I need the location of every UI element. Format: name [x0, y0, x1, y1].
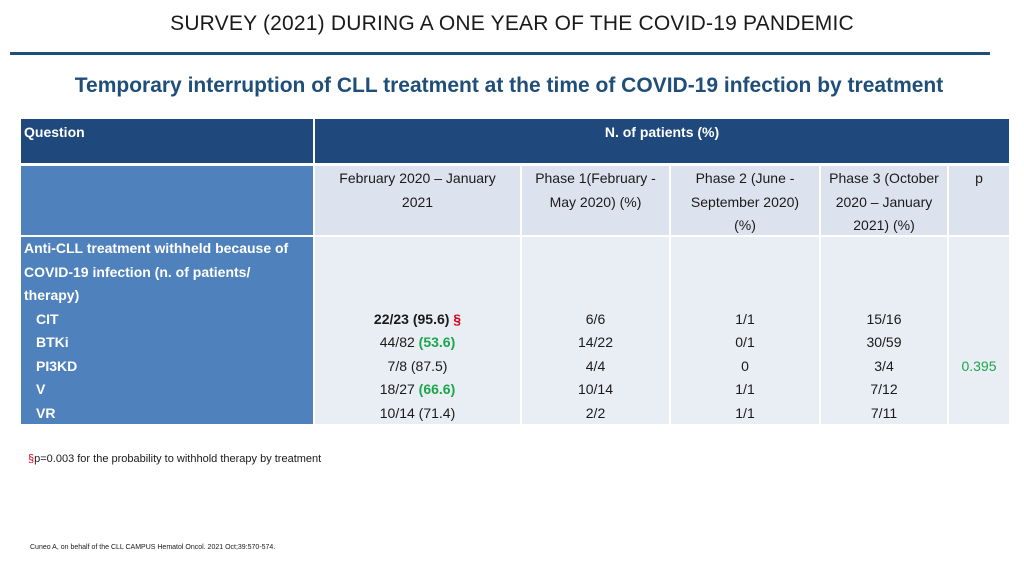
row-label-btki: BTKi: [36, 334, 69, 350]
col-header-p: p: [949, 166, 1009, 235]
col-p-values: 0.395: [949, 237, 1009, 424]
cell-cit-phase1: 6/6: [585, 310, 606, 327]
title-divider: [10, 52, 990, 55]
btki-total-pct: (53.6): [418, 334, 456, 350]
footnote: §p=0.003 for the probability to withhold…: [28, 453, 321, 465]
header-question: Question: [21, 119, 313, 163]
cell-pi3kd-phase1: 4/4: [585, 357, 606, 374]
row-label-v: V: [36, 381, 46, 397]
row-label-cit: CIT: [36, 310, 59, 327]
cell-pi3kd-total: 7/8 (87.5): [387, 357, 448, 374]
col-header-phase1: Phase 1(February - May 2020) (%): [522, 166, 669, 235]
cell-btki-phase3: 30/59: [866, 334, 902, 350]
v-total-count: 18/27: [379, 381, 415, 397]
row-label-pi3kd: PI3KD: [36, 357, 78, 374]
header-patients: N. of patients (%): [315, 119, 1009, 163]
cell-v-total: 18/27 (66.6): [315, 378, 520, 402]
col-phase2-values: 1/1 0/1 0 1/1 1/1: [671, 237, 819, 424]
section-mark: §: [453, 310, 462, 327]
cell-cit-phase3: 15/16: [866, 310, 902, 327]
btki-total-count: 44/82: [379, 334, 415, 350]
cell-vr-phase3: 7/11: [870, 404, 898, 421]
slide-subtitle: Temporary interruption of CLL treatment …: [74, 74, 944, 97]
footnote-mark: §: [28, 453, 35, 465]
col-header-phase3: Phase 3 (October 2020 – January 2021) (%…: [821, 166, 947, 235]
cell-btki-phase1: 14/22: [577, 334, 614, 350]
cell-v-phase2: 1/1: [735, 381, 755, 397]
cell-vr-phase1: 2/2: [585, 404, 606, 421]
cell-btki-total: 44/82 (53.6): [315, 331, 520, 355]
p-value: 0.395: [961, 357, 997, 374]
col-header-feb-jan: February 2020 – January 2021: [315, 166, 520, 235]
cell-v-phase1: 10/14: [577, 381, 614, 397]
cell-v-phase3: 7/12: [870, 381, 898, 397]
cell-pi3kd-phase3: 3/4: [874, 357, 894, 374]
col-phase1-values: 6/6 14/22 4/4 10/14 2/2: [522, 237, 669, 424]
cell-vr-total: 10/14 (71.4): [379, 404, 456, 421]
col-phase3-values: 15/16 30/59 3/4 7/12 7/11: [821, 237, 947, 424]
cit-total-value: 22/23 (95.6): [373, 310, 450, 327]
citation: Cuneo A, on behalf of the CLL CAMPUS Hem…: [30, 544, 276, 551]
cell-btki-phase2: 0/1: [735, 334, 755, 350]
cell-pi3kd-phase2: 0: [741, 357, 749, 374]
row-label-title: Anti-CLL treatment withheld because of C…: [24, 240, 289, 303]
row-label-vr: VR: [36, 404, 56, 421]
footnote-text: p=0.003 for the probability to withhold …: [34, 453, 322, 465]
cell-vr-phase2: 1/1: [735, 404, 755, 421]
col-header-phase2: Phase 2 (June - September 2020) (%): [671, 166, 819, 235]
cell-cit-total: 22/23 (95.6) §: [315, 308, 520, 332]
row-label-column: Anti-CLL treatment withheld because of C…: [21, 237, 313, 424]
col-feb-jan-values: 22/23 (95.6) § 44/82 (53.6) 7/8 (87.5) 1…: [315, 237, 520, 424]
header-question-spacer: [21, 166, 313, 235]
cell-cit-phase2: 1/1: [735, 310, 755, 327]
slide-title: SURVEY (2021) DURING A ONE YEAR OF THE C…: [170, 12, 854, 35]
v-total-pct: (66.6): [418, 381, 456, 397]
